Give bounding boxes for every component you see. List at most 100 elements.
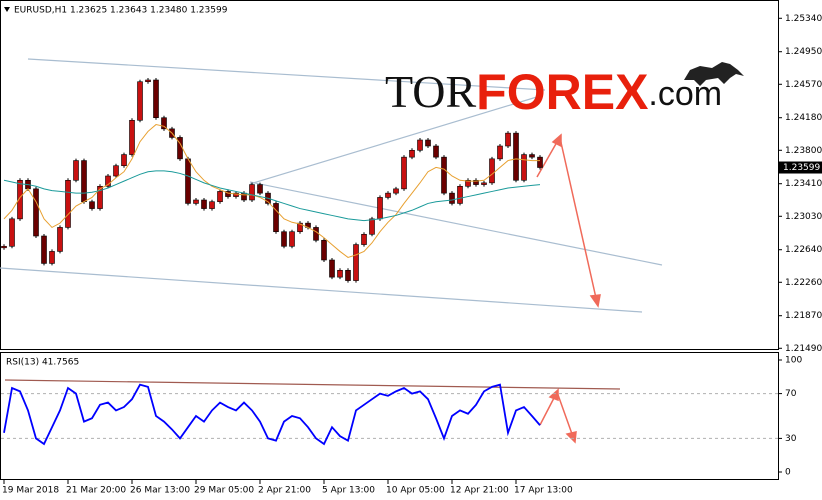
candle-body (201, 199, 207, 209)
candle-body (137, 81, 143, 121)
candle-body (449, 192, 455, 204)
arrow-line (559, 137, 597, 299)
y-tick-label: 1.24180 (785, 113, 822, 123)
candle-body (537, 156, 543, 168)
logo-prefix: TOR (385, 66, 476, 117)
candle-body (81, 160, 87, 203)
candle-body (217, 191, 223, 203)
candle-body (385, 192, 391, 198)
forecast-arrows (536, 133, 601, 444)
chart-title: EURUSD,H1 1.23625 1.23643 1.23480 1.2359… (14, 6, 228, 16)
candle-body (113, 165, 119, 177)
y-tick-label: 1.21490 (785, 344, 822, 354)
candle-body (49, 251, 55, 264)
candle-body (153, 79, 159, 119)
candle-body (89, 201, 95, 209)
rsi-pane-border (0, 352, 779, 480)
candle-body (393, 188, 399, 194)
trend-line (249, 181, 663, 266)
trend-line (0, 267, 643, 313)
candle-body (185, 158, 191, 204)
arrow-line (536, 141, 558, 178)
candle-body (33, 188, 39, 237)
candle-body (281, 231, 287, 247)
line-series (3, 124, 540, 258)
trend-line (249, 95, 541, 185)
arrow-head (589, 294, 601, 308)
candle-body (345, 269, 351, 281)
y-tick-label: 1.23030 (785, 212, 822, 222)
candle-body (361, 233, 367, 245)
logo-main: FOREX (476, 64, 648, 120)
candle-body (105, 175, 111, 187)
candle-body (489, 158, 495, 184)
trend-line (27, 58, 546, 91)
candle-body (337, 269, 343, 278)
x-tick-label: 17 Apr 13:00 (514, 486, 573, 496)
candle-body (249, 184, 255, 201)
arrow-line (539, 395, 556, 426)
candle-body (121, 154, 127, 167)
candle-body (473, 179, 479, 185)
y-tick-label: 1.22640 (785, 245, 822, 255)
candle-body (417, 139, 423, 151)
candle-body (17, 179, 23, 220)
y-tick-label: 1.21870 (785, 311, 822, 321)
candle-body (497, 145, 503, 160)
candle-body (465, 179, 471, 187)
candle-body (457, 185, 463, 204)
y-tick-label: 0 (785, 468, 791, 478)
logo-suffix: .com (648, 75, 722, 113)
x-tick-label: 2 Apr 21:00 (258, 486, 311, 496)
candle-body (193, 199, 199, 204)
arrow-line (556, 391, 573, 435)
y-tick-label: 1.23800 (785, 146, 822, 156)
candle-body (521, 154, 527, 181)
candle-body (57, 227, 63, 252)
candle-body (409, 149, 415, 158)
last-price-box (779, 161, 822, 174)
candle-body (225, 191, 231, 197)
candle-body (97, 185, 103, 209)
x-tick-label: 19 Mar 2018 (2, 486, 59, 496)
last-price-label: 1.23599 (783, 163, 820, 173)
line-series (3, 383, 541, 446)
logo-bull-icon (684, 62, 744, 86)
logo: TORFOREX.com (385, 64, 722, 120)
rsi-trend-line (4, 379, 621, 390)
candle-body (513, 132, 519, 181)
candle-body (257, 184, 263, 194)
y-tick-label: 100 (785, 356, 802, 366)
candle-body (209, 201, 215, 209)
candle-body (401, 156, 407, 190)
candle-body (329, 259, 335, 278)
main-pane-border (0, 0, 779, 350)
y-tick-label: 1.22260 (785, 278, 822, 288)
y-tick-label: 30 (785, 434, 797, 444)
candle-body (9, 218, 15, 247)
candle-body (65, 179, 71, 228)
candle-body (129, 119, 135, 155)
y-tick-label: 1.23410 (785, 179, 822, 189)
candle-body (441, 156, 447, 194)
candle-body (377, 197, 383, 220)
candle-body (321, 239, 327, 261)
y-tick-label: 1.24570 (785, 80, 822, 90)
x-tick-label: 29 Mar 05:00 (194, 486, 254, 496)
candle-body (41, 235, 47, 264)
candle-body (529, 154, 535, 158)
candle-body (481, 182, 487, 185)
candle-body (505, 132, 511, 147)
x-tick-label: 10 Apr 05:00 (386, 486, 445, 496)
candle-body (425, 139, 431, 147)
candle-body (297, 222, 303, 233)
x-tick-label: 5 Apr 13:00 (322, 486, 375, 496)
y-tick-label: 70 (785, 389, 797, 399)
candle-body (233, 192, 239, 197)
trend-lines (0, 58, 663, 313)
header-marker (4, 7, 10, 12)
candle-body (433, 145, 439, 158)
candle-body (313, 227, 319, 241)
